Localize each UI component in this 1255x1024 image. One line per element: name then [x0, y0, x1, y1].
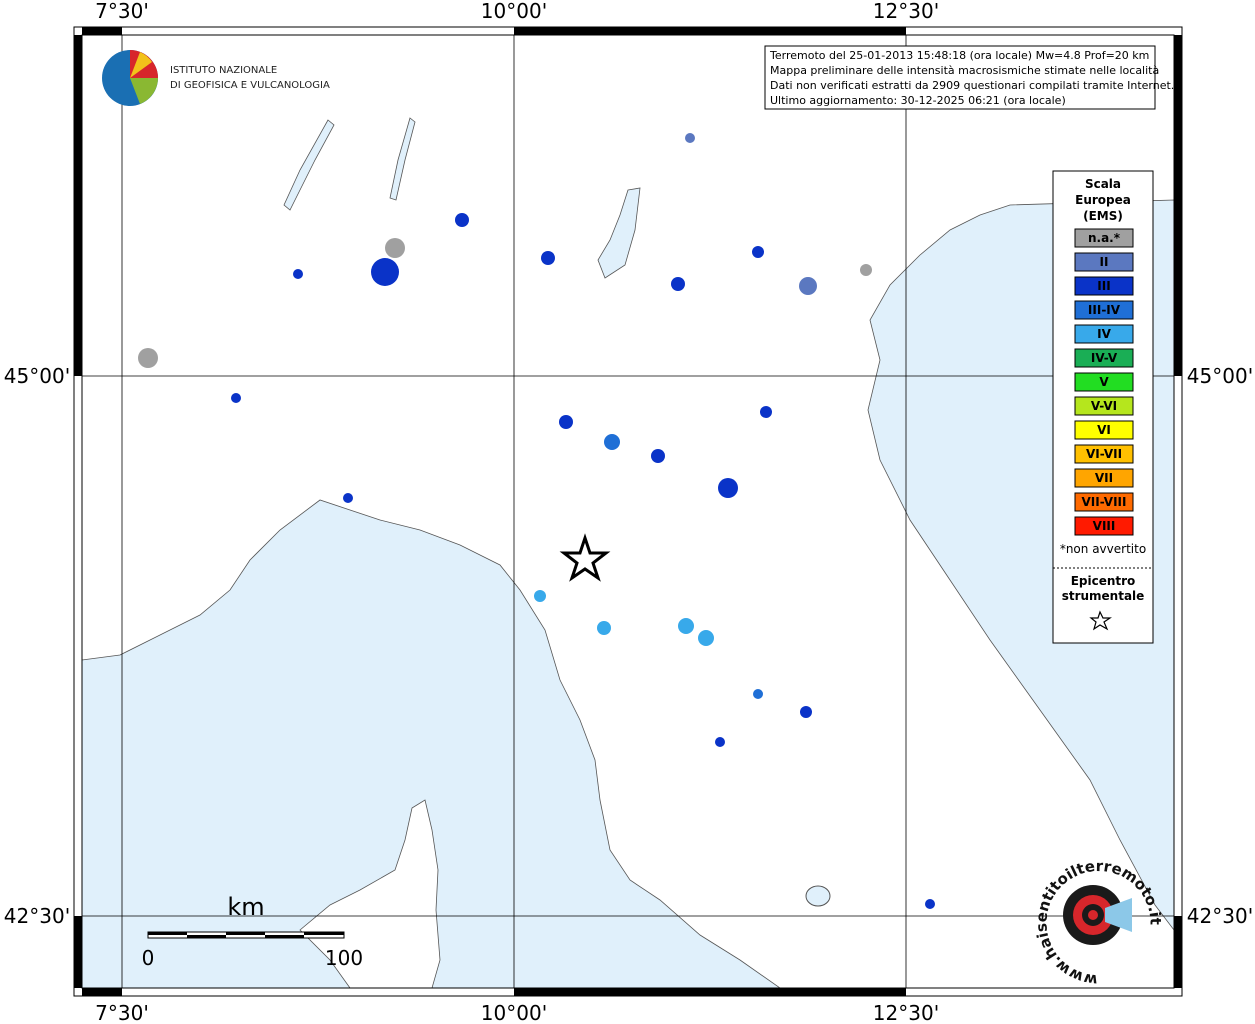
- ingv-name: ISTITUTO NAZIONALE: [170, 65, 277, 76]
- legend-swatch: [1074, 348, 1134, 368]
- ingv-name: DI GEOFISICA E VULCANOLOGIA: [170, 80, 330, 91]
- lon-label: 7°30': [95, 1001, 149, 1024]
- lat-label: 45°00': [4, 364, 70, 388]
- legend-swatch: [1074, 228, 1134, 248]
- legend-label: VII-VIII: [1081, 495, 1126, 509]
- map-area: [82, 35, 1174, 988]
- tick-labels: 7°30' 7°30' 10°00' 10°00' 12°30' 12°30' 45°00'…: [4, 0, 1253, 1024]
- lon-label: 10°00': [481, 0, 547, 23]
- lake-bolsena: [805, 885, 831, 907]
- legend-label: V: [1099, 375, 1109, 389]
- lat-label: 45°00': [1187, 364, 1253, 388]
- legend-label: IV: [1097, 327, 1111, 341]
- legend-label: n.a.*: [1088, 231, 1121, 245]
- legend-title: Europea: [1075, 193, 1131, 207]
- ingv-logo: ISTITUTO NAZIONALE DI GEOFISICA E VULCAN…: [102, 50, 330, 106]
- legend-star: [1089, 610, 1112, 631]
- legend-label: V-VI: [1091, 399, 1117, 413]
- legend-note: *non avvertito: [1060, 542, 1146, 556]
- lat-label: 42°30': [1187, 904, 1253, 928]
- legend-title: Scala: [1085, 177, 1121, 191]
- lon-label: 10°00': [481, 1001, 547, 1024]
- epicenter-star: [559, 533, 611, 582]
- lake-garda: [597, 187, 641, 279]
- legend-swatch: [1074, 420, 1134, 440]
- towns: [138, 133, 935, 909]
- legend-swatch: [1074, 276, 1134, 296]
- info-box: Terremoto del 25-01-2013 15:48:18 (ora l…: [764, 45, 1174, 110]
- info-line: Terremoto del 25-01-2013 15:48:18 (ora l…: [769, 49, 1149, 62]
- scale-bar: km 0 100: [142, 893, 363, 970]
- corsica: [299, 799, 441, 988]
- legend-label: VI: [1097, 423, 1111, 437]
- lake-maggiore: [283, 119, 335, 211]
- legend-swatch: [1074, 300, 1134, 320]
- legend-swatch: [1074, 492, 1134, 512]
- legend-label: II: [1100, 255, 1109, 269]
- legend-label: VIII: [1093, 519, 1116, 533]
- legend-swatch: [1074, 372, 1134, 392]
- scale-unit: km: [227, 893, 264, 921]
- legend-label: III: [1097, 279, 1110, 293]
- legend-label: VII: [1095, 471, 1113, 485]
- tyrrhenian-sea: [82, 499, 781, 988]
- info-line: Mappa preliminare delle intensità macros…: [770, 64, 1159, 77]
- legend-swatch: [1074, 252, 1134, 272]
- legend-swatch: [1074, 468, 1134, 488]
- legend-epicenter: Epicentro: [1071, 574, 1136, 588]
- legend-swatch: [1074, 444, 1134, 464]
- scale-label: 100: [325, 946, 363, 970]
- lon-label: 12°30': [873, 0, 939, 23]
- legend-label: III-IV: [1088, 303, 1121, 317]
- legend-title: (EMS): [1083, 209, 1123, 223]
- legend-label: VI-VII: [1086, 447, 1122, 461]
- lon-label: 12°30': [873, 1001, 939, 1024]
- legend: ScalaEuropea(EMS)n.a.*IIIIIIII-IVIVIV-VV…: [1052, 170, 1154, 644]
- legend-swatch: [1074, 324, 1134, 344]
- legend-swatch: [1074, 516, 1134, 536]
- info-line: Ultimo aggiornamento: 30-12-2025 06:21 (…: [770, 94, 1066, 107]
- lake-como: [389, 117, 416, 201]
- lon-label: 7°30': [95, 0, 149, 23]
- legend-label: IV-V: [1091, 351, 1118, 365]
- info-line: Dati non verificati estratti da 2909 que…: [770, 79, 1174, 92]
- scale-label: 0: [142, 946, 155, 970]
- lat-label: 42°30': [4, 904, 70, 928]
- legend-epicenter: strumentale: [1062, 589, 1145, 603]
- graticule: [82, 35, 1174, 988]
- frame-bars: [74, 27, 1182, 996]
- legend-swatch: [1074, 396, 1134, 416]
